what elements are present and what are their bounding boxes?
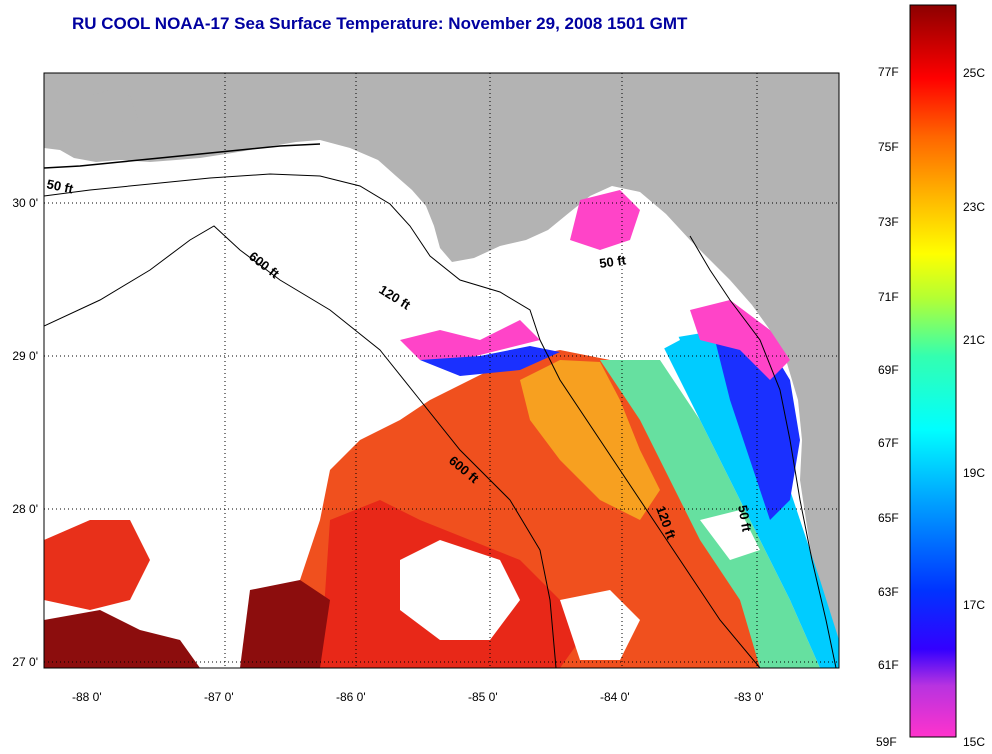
colorbar-celsius-labels: 25C 23C 21C 19C 17C 15C bbox=[958, 0, 992, 754]
map-title: RU COOL NOAA-17 Sea Surface Temperature:… bbox=[72, 14, 688, 33]
colorbar-label-f: 77F bbox=[878, 65, 899, 79]
lon-label: -85 0' bbox=[468, 690, 498, 704]
colorbar-label-c: 23C bbox=[963, 200, 986, 214]
lon-label: -88 0' bbox=[72, 690, 102, 704]
lat-label: 28 0' bbox=[12, 502, 38, 516]
colorbar-label-f: 73F bbox=[878, 215, 899, 229]
colorbar-label-c: 19C bbox=[963, 466, 986, 480]
colorbar-label-c: 15C bbox=[963, 735, 986, 749]
colorbar-label-f: 59F bbox=[876, 735, 897, 749]
lon-axis: -88 0' -87 0' -86 0' -85 0' -84 0' -83 0… bbox=[0, 690, 992, 706]
colorbar-label-f: 65F bbox=[878, 511, 899, 525]
colorbar-label-f: 75F bbox=[878, 140, 899, 154]
colorbar-label-c: 17C bbox=[963, 598, 986, 612]
contour-label: 50 ft bbox=[598, 252, 627, 271]
colorbar bbox=[909, 4, 957, 738]
lon-label: -83 0' bbox=[734, 690, 764, 704]
colorbar-fahrenheit-labels: 77F 75F 73F 71F 69F 67F 65F 63F 61F 59F bbox=[872, 0, 908, 754]
lat-label: 27 0' bbox=[12, 655, 38, 669]
colorbar-label-f: 71F bbox=[878, 290, 899, 304]
colorbar-label-f: 61F bbox=[878, 658, 899, 672]
lon-label: -84 0' bbox=[600, 690, 630, 704]
colorbar-label-f: 69F bbox=[878, 363, 899, 377]
contour-label: 50 ft bbox=[45, 176, 75, 196]
contour-label: 50 ft bbox=[735, 504, 755, 534]
colorbar-label-c: 21C bbox=[963, 333, 986, 347]
lon-label: -86 0' bbox=[336, 690, 366, 704]
colorbar-label-c: 25C bbox=[963, 66, 986, 80]
lat-label: 29 0' bbox=[12, 349, 38, 363]
land-mass bbox=[44, 73, 839, 668]
lon-label: -87 0' bbox=[204, 690, 234, 704]
colorbar-label-f: 67F bbox=[878, 436, 899, 450]
colorbar-label-f: 63F bbox=[878, 585, 899, 599]
lat-label: 30 0' bbox=[12, 196, 38, 210]
hot-water-region bbox=[240, 580, 330, 668]
